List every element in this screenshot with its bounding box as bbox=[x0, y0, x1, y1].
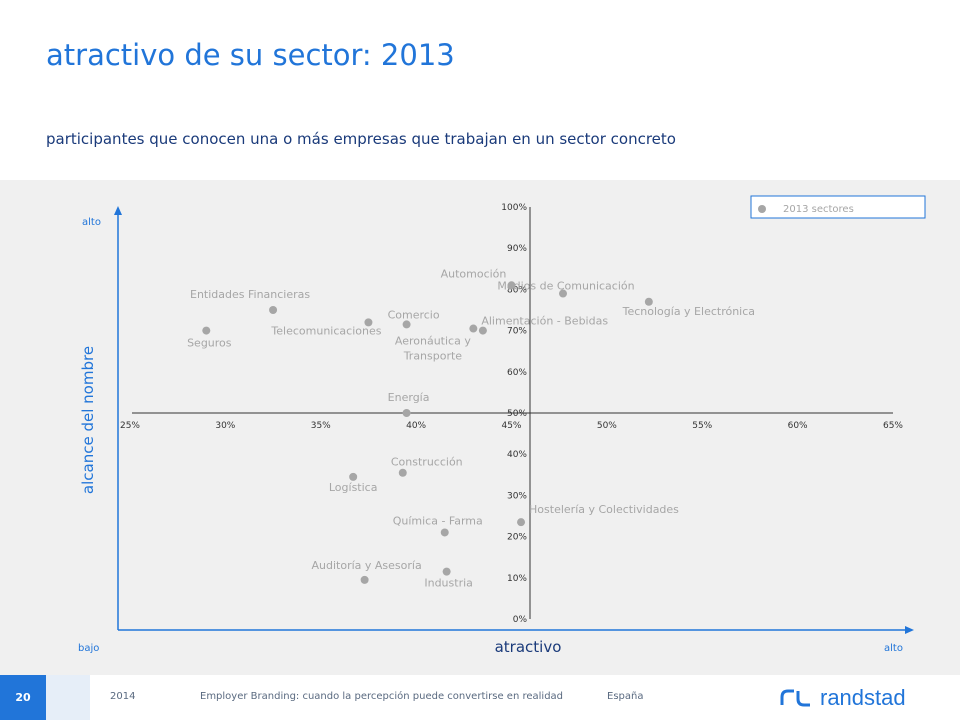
data-point bbox=[559, 289, 568, 298]
y-tick-label: 40% bbox=[507, 450, 527, 460]
x-axis-title: atractivo bbox=[495, 638, 562, 656]
data-point bbox=[507, 281, 516, 290]
x-tick-label: 35% bbox=[311, 421, 331, 431]
y-tick-label: 20% bbox=[507, 533, 527, 543]
y-tick-label: 0% bbox=[513, 615, 528, 625]
x-tick-label: 65% bbox=[883, 421, 903, 431]
point-label: Energía bbox=[388, 391, 430, 404]
y-tick-label: 60% bbox=[507, 368, 527, 378]
data-point bbox=[402, 320, 411, 329]
y-tick-label: 10% bbox=[507, 574, 527, 584]
footer-text: Employer Branding: cuando la percepción … bbox=[200, 691, 564, 702]
footer: 20 2014 Employer Branding: cuando la per… bbox=[0, 675, 960, 720]
legend-box bbox=[750, 195, 926, 219]
data-point bbox=[478, 326, 487, 335]
point-label: Construcción bbox=[391, 456, 463, 469]
data-point bbox=[442, 567, 451, 576]
point-label-line2: Transporte bbox=[403, 350, 463, 363]
x-tick-label: 60% bbox=[788, 421, 808, 431]
data-point bbox=[469, 324, 478, 333]
legend-label: 2013 sectores bbox=[783, 204, 854, 215]
x-tick-label: 40% bbox=[406, 421, 426, 431]
data-point bbox=[644, 297, 653, 306]
x-tick-label: 50% bbox=[597, 421, 617, 431]
footer-accent bbox=[46, 675, 90, 720]
point-label: Industria bbox=[424, 577, 473, 590]
point-label: Logística bbox=[329, 481, 378, 494]
x-tick-label: 45% bbox=[501, 421, 521, 431]
x-tick-label: 55% bbox=[692, 421, 712, 431]
x-low-label: bajo bbox=[78, 643, 99, 654]
x-high-label: alto bbox=[884, 643, 903, 654]
data-point bbox=[349, 472, 358, 481]
chart-panel: 25% 30% 35% 40% 45% 50% 55% 60% 65% 0% 10% 20% 30% 40… bbox=[0, 180, 960, 675]
footer-country: España bbox=[607, 691, 644, 702]
legend-marker bbox=[758, 205, 766, 213]
x-tick-label: 30% bbox=[215, 421, 235, 431]
point-label: Auditoría y Asesoría bbox=[312, 559, 422, 572]
point-label: Telecomunicaciones bbox=[270, 324, 381, 337]
footer-year: 2014 bbox=[110, 691, 136, 702]
point-label: Química - Farma bbox=[393, 514, 483, 527]
point-label: Entidades Financieras bbox=[190, 288, 310, 301]
data-point bbox=[364, 318, 373, 327]
y-axis-title: alcance del nombre bbox=[79, 346, 97, 494]
y-tick-label: 90% bbox=[507, 244, 527, 254]
data-point bbox=[269, 306, 278, 314]
page-title: atractivo de su sector: 2013 bbox=[46, 38, 455, 72]
x-tick-label: 25% bbox=[120, 421, 140, 431]
page-subtitle: participantes que conocen una o más empr… bbox=[46, 130, 676, 148]
data-point bbox=[402, 409, 411, 417]
data-point bbox=[398, 468, 407, 477]
brand-name: randstad bbox=[820, 685, 906, 710]
page-number: 20 bbox=[0, 675, 46, 720]
data-point bbox=[360, 575, 369, 584]
point-label: Medios de Comunicación bbox=[497, 280, 634, 293]
point-label: Comercio bbox=[388, 308, 440, 321]
data-point bbox=[202, 326, 211, 335]
point-label: Automoción bbox=[441, 267, 507, 280]
y-tick-label: 100% bbox=[501, 203, 527, 213]
point-label: Alimentación - Bebidas bbox=[481, 315, 608, 328]
y-high-label: alto bbox=[82, 217, 101, 228]
randstad-logo: randstad bbox=[780, 685, 906, 710]
x-arrowhead bbox=[905, 626, 914, 634]
y-tick-label: 50% bbox=[507, 409, 527, 419]
scatter-chart: 25% 30% 35% 40% 45% 50% 55% 60% 65% 0% 10% 20% 30% 40… bbox=[78, 195, 926, 656]
data-point bbox=[440, 528, 449, 537]
y-tick-label: 70% bbox=[507, 327, 527, 337]
y-tick-label: 80% bbox=[507, 285, 527, 295]
y-tick-label: 30% bbox=[507, 491, 527, 501]
point-label: Aeronáutica y bbox=[395, 335, 471, 348]
y-arrowhead bbox=[114, 206, 122, 215]
data-point bbox=[517, 518, 526, 527]
point-label: Hostelería y Colectividades bbox=[529, 503, 679, 516]
point-label: Tecnología y Electrónica bbox=[622, 305, 755, 318]
point-label: Seguros bbox=[187, 337, 232, 350]
